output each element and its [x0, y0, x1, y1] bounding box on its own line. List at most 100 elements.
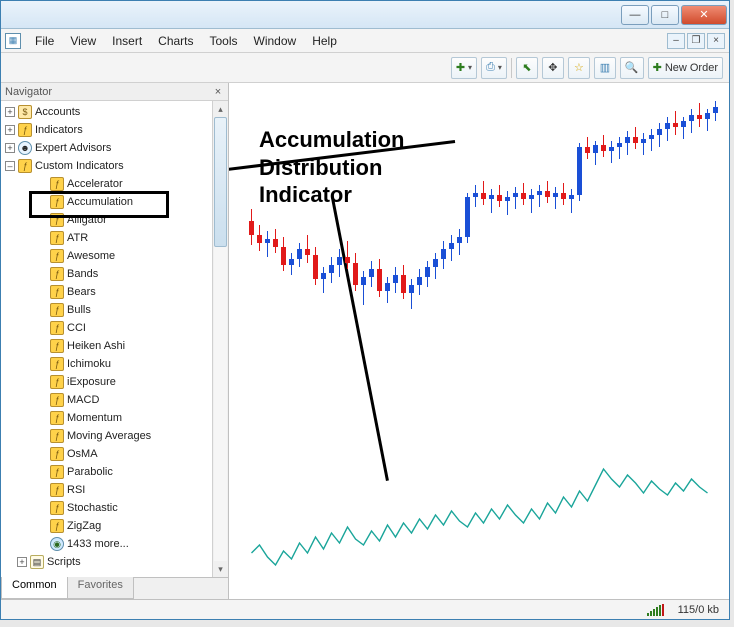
- tree-label: Bears: [67, 286, 96, 298]
- mdi-restore-icon: ❐: [692, 35, 701, 46]
- scroll-up-icon[interactable]: ▴: [213, 101, 228, 117]
- nav-indicator-cci[interactable]: ƒCCI: [3, 319, 212, 337]
- mdi-minimize-button[interactable]: –: [667, 33, 685, 49]
- mdi-restore-button[interactable]: ❐: [687, 33, 705, 49]
- status-rate: 115/0 kb: [678, 604, 719, 616]
- nav-indicators[interactable]: +ƒIndicators: [3, 121, 212, 139]
- nav-indicator-awesome[interactable]: ƒAwesome: [3, 247, 212, 265]
- window-minimize-button[interactable]: —: [621, 5, 649, 25]
- tree-label: MACD: [67, 394, 99, 406]
- menu-insert[interactable]: Insert: [104, 32, 150, 50]
- zoom-icon: 🔍: [625, 61, 639, 74]
- tree-label: Momentum: [67, 412, 122, 424]
- navigator-title: Navigator: [5, 86, 52, 98]
- ic-fx-icon: ƒ: [50, 339, 64, 353]
- ic-fx-icon: ƒ: [50, 411, 64, 425]
- tree-label: Bulls: [67, 304, 91, 316]
- star-icon: ☆: [574, 61, 584, 74]
- nav-indicator-parabolic[interactable]: ƒParabolic: [3, 463, 212, 481]
- ic-fx-icon: ƒ: [50, 429, 64, 443]
- nav-indicator-heiken-ashi[interactable]: ƒHeiken Ashi: [3, 337, 212, 355]
- tree-label: Parabolic: [67, 466, 113, 478]
- ic-acc-icon: $: [18, 105, 32, 119]
- toolbar-print-button[interactable]: ⎙▾: [481, 57, 507, 79]
- tree-toggle-icon[interactable]: +: [5, 107, 15, 117]
- cursor-icon: ⬉: [522, 61, 531, 74]
- mdi-close-button[interactable]: ×: [707, 33, 725, 49]
- ic-fx-icon: ƒ: [50, 249, 64, 263]
- navigator-panel: Navigator × +$Accounts+ƒIndicators+☻Expe…: [1, 83, 229, 599]
- tree-toggle-icon[interactable]: +: [5, 143, 15, 153]
- tree-label: Heiken Ashi: [67, 340, 125, 352]
- order-icon: ✚: [653, 61, 662, 74]
- nav-indicator-ichimoku[interactable]: ƒIchimoku: [3, 355, 212, 373]
- nav-indicator-rsi[interactable]: ƒRSI: [3, 481, 212, 499]
- plus-icon: ✚: [456, 61, 465, 74]
- menu-window[interactable]: Window: [246, 32, 305, 50]
- tree-toggle-icon[interactable]: –: [5, 161, 15, 171]
- toolbar-favorite-button[interactable]: ☆: [568, 57, 590, 79]
- menu-help[interactable]: Help: [304, 32, 345, 50]
- tree-toggle-icon[interactable]: +: [5, 125, 15, 135]
- scroll-thumb[interactable]: [214, 117, 227, 247]
- menu-charts[interactable]: Charts: [150, 32, 201, 50]
- ic-fx-icon: ƒ: [50, 303, 64, 317]
- toolbar-cursor-button[interactable]: ⬉: [516, 57, 538, 79]
- nav-indicator-accumulation[interactable]: ƒAccumulation: [3, 193, 212, 211]
- nav-indicator-bulls[interactable]: ƒBulls: [3, 301, 212, 319]
- nav-scripts[interactable]: +▤Scripts: [3, 553, 212, 571]
- connection-icon: [647, 604, 664, 616]
- nav-indicator-bears[interactable]: ƒBears: [3, 283, 212, 301]
- menu-view[interactable]: View: [62, 32, 104, 50]
- tree-label: ZigZag: [67, 520, 101, 532]
- ic-fx-icon: ƒ: [50, 519, 64, 533]
- tab-common[interactable]: Common: [1, 577, 68, 599]
- navigator-close-button[interactable]: ×: [212, 86, 224, 98]
- ic-script-icon: ▤: [30, 555, 44, 569]
- nav-indicator-momentum[interactable]: ƒMomentum: [3, 409, 212, 427]
- nav-expert-advisors[interactable]: +☻Expert Advisors: [3, 139, 212, 157]
- ic-fx-icon: ƒ: [50, 267, 64, 281]
- dropdown-icon: ▾: [498, 63, 502, 72]
- ic-fx-icon: ƒ: [50, 501, 64, 515]
- nav-more[interactable]: ◉1433 more...: [3, 535, 212, 553]
- mdi-close-icon: ×: [713, 35, 719, 46]
- tree-label: ATR: [67, 232, 88, 244]
- menu-tools[interactable]: Tools: [202, 32, 246, 50]
- navigator-tabs: Common Favorites: [1, 577, 228, 599]
- nav-indicator-macd[interactable]: ƒMACD: [3, 391, 212, 409]
- chart-area[interactable]: Accumulation Distribution Indicator: [229, 83, 729, 599]
- tree-label: 1433 more...: [67, 538, 129, 550]
- scroll-down-icon[interactable]: ▾: [213, 561, 228, 577]
- nav-accounts[interactable]: +$Accounts: [3, 103, 212, 121]
- nav-indicator-bands[interactable]: ƒBands: [3, 265, 212, 283]
- nav-indicator-atr[interactable]: ƒATR: [3, 229, 212, 247]
- toolbar-zoom-button[interactable]: 🔍: [620, 57, 644, 79]
- scroll-track[interactable]: [214, 117, 227, 561]
- nav-indicator-zigzag[interactable]: ƒZigZag: [3, 517, 212, 535]
- tree-toggle-icon[interactable]: +: [17, 557, 27, 567]
- window-maximize-button[interactable]: □: [651, 5, 679, 25]
- nav-indicator-stochastic[interactable]: ƒStochastic: [3, 499, 212, 517]
- ic-fx-icon: ƒ: [50, 375, 64, 389]
- nav-indicator-osma[interactable]: ƒOsMA: [3, 445, 212, 463]
- toolbar-new-order-button[interactable]: ✚New Order: [648, 57, 723, 79]
- toolbar: ✚▾ ⎙▾ ⬉ ✥ ☆ ▥ 🔍 ✚New Order: [1, 53, 729, 83]
- toolbar-panel-button[interactable]: ▥: [594, 57, 616, 79]
- nav-custom-indicators[interactable]: –ƒCustom Indicators: [3, 157, 212, 175]
- menu-file[interactable]: File: [27, 32, 62, 50]
- window-close-button[interactable]: ✕: [681, 5, 727, 25]
- tree-label: Awesome: [67, 250, 115, 262]
- toolbar-add-button[interactable]: ✚▾: [451, 57, 477, 79]
- titlebar: — □ ✕: [1, 1, 729, 29]
- tree-label: Stochastic: [67, 502, 118, 514]
- toolbar-crosshair-button[interactable]: ✥: [542, 57, 564, 79]
- ic-fx-icon: ƒ: [50, 195, 64, 209]
- tab-favorites[interactable]: Favorites: [67, 577, 134, 599]
- new-order-label: New Order: [665, 62, 718, 74]
- scrollbar[interactable]: ▴ ▾: [212, 101, 228, 577]
- nav-indicator-iexposure[interactable]: ƒiExposure: [3, 373, 212, 391]
- tree-label: CCI: [67, 322, 86, 334]
- nav-indicator-moving-averages[interactable]: ƒMoving Averages: [3, 427, 212, 445]
- maximize-icon: □: [662, 9, 669, 21]
